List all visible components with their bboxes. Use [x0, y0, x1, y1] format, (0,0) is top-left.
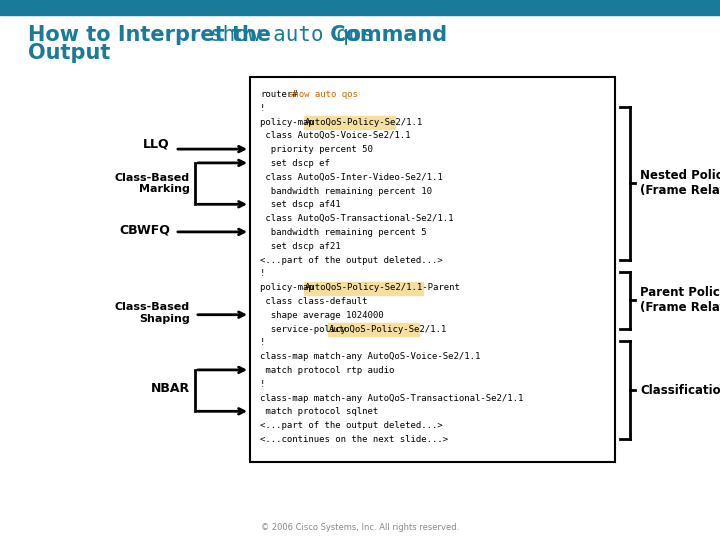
Text: match protocol sqlnet: match protocol sqlnet [260, 407, 378, 416]
Text: Output: Output [28, 43, 110, 63]
Text: <...part of the output deleted...>: <...part of the output deleted...> [260, 255, 443, 265]
Text: bandwidth remaining percent 10: bandwidth remaining percent 10 [260, 187, 432, 195]
Text: class class-default: class class-default [260, 297, 367, 306]
Text: Parent Policy Map
(Frame Relay): Parent Policy Map (Frame Relay) [640, 286, 720, 314]
Text: policy-map: policy-map [260, 283, 319, 292]
Text: LLQ: LLQ [143, 138, 170, 151]
Text: !: ! [260, 269, 266, 279]
Text: set dscp af21: set dscp af21 [260, 242, 341, 251]
Bar [304, 282, 423, 294]
Text: <...part of the output deleted...>: <...part of the output deleted...> [260, 421, 443, 430]
Text: AutoQoS-Policy-Se2/1.1: AutoQoS-Policy-Se2/1.1 [329, 325, 447, 334]
Bar [304, 116, 395, 129]
Text: class AutoQoS-Inter-Video-Se2/1.1: class AutoQoS-Inter-Video-Se2/1.1 [260, 173, 443, 182]
Text: priority percent 50: priority percent 50 [260, 145, 373, 154]
Text: bandwidth remaining percent 5: bandwidth remaining percent 5 [260, 228, 427, 237]
Text: show auto qos: show auto qos [210, 25, 374, 45]
Bar [328, 323, 419, 336]
Text: class-map match-any AutoQoS-Voice-Se2/1.1: class-map match-any AutoQoS-Voice-Se2/1.… [260, 352, 480, 361]
Text: © 2006 Cisco Systems, Inc. All rights reserved.: © 2006 Cisco Systems, Inc. All rights re… [261, 523, 459, 532]
Text: CBWFQ: CBWFQ [119, 224, 170, 237]
Text: How to Interpret the: How to Interpret the [28, 25, 278, 45]
Text: AutoQoS-Policy-Se2/1.1: AutoQoS-Policy-Se2/1.1 [305, 118, 423, 126]
Text: <...continues on the next slide...>: <...continues on the next slide...> [260, 435, 448, 444]
Text: set dscp ef: set dscp ef [260, 159, 330, 168]
Text: class-map match-any AutoQoS-Transactional-Se2/1.1: class-map match-any AutoQoS-Transactiona… [260, 394, 523, 403]
Text: match protocol rtp audio: match protocol rtp audio [260, 366, 395, 375]
Text: Command: Command [323, 25, 447, 45]
Text: !: ! [260, 339, 266, 347]
Text: Nested Policy Map
(Frame Relay): Nested Policy Map (Frame Relay) [640, 169, 720, 197]
Text: service-policy: service-policy [260, 325, 351, 334]
Text: Class-Based
Marking: Class-Based Marking [115, 173, 190, 194]
Bar [0, 0, 720, 15]
Text: show auto qos: show auto qos [288, 90, 359, 99]
Text: NBAR: NBAR [151, 382, 190, 395]
Text: !: ! [260, 104, 266, 113]
Text: class AutoQoS-Transactional-Se2/1.1: class AutoQoS-Transactional-Se2/1.1 [260, 214, 454, 223]
Text: class AutoQoS-Voice-Se2/1.1: class AutoQoS-Voice-Se2/1.1 [260, 131, 410, 140]
Text: Class-Based
Shaping: Class-Based Shaping [115, 302, 190, 323]
Text: policy-map: policy-map [260, 118, 319, 126]
Text: AutoQoS-Policy-Se2/1.1-Parent: AutoQoS-Policy-Se2/1.1-Parent [305, 283, 460, 292]
Text: router#: router# [260, 90, 297, 99]
Bar [250, 77, 615, 462]
Text: shape average 1024000: shape average 1024000 [260, 311, 384, 320]
Text: set dscp af41: set dscp af41 [260, 200, 341, 210]
Text: !: ! [260, 380, 266, 389]
Text: Classification: Classification [640, 383, 720, 397]
